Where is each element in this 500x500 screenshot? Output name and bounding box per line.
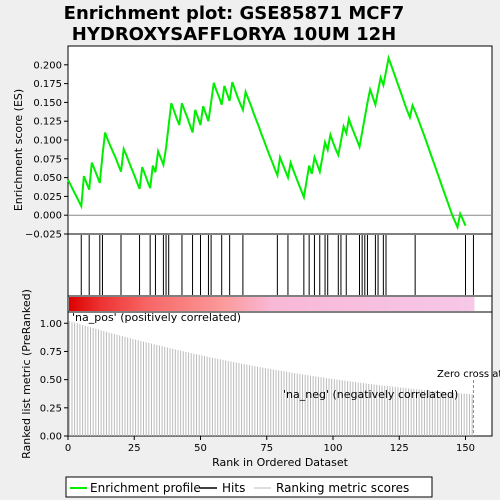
legend-ranking-metric-scores: Ranking metric scores: [276, 481, 409, 495]
legend-hits: Hits: [222, 481, 245, 495]
strip-gradient: [69, 297, 475, 311]
legend: Enrichment profile Hits Ranking metric s…: [65, 476, 433, 498]
metric-x-tick-label: 50: [194, 443, 207, 454]
metric-y-tick-label: 1.00: [40, 319, 62, 330]
es-y-axis-label: Enrichment score (ES): [12, 89, 25, 211]
es-y-tick-label: 0.150: [33, 98, 62, 109]
metric-y-tick-label: 0.75: [40, 347, 62, 358]
metric-x-tick-label: 125: [390, 443, 409, 454]
zero-cross-label: Zero cross at 153: [437, 369, 500, 380]
es-y-tick-label: 0.050: [33, 173, 62, 184]
chart-title-line1: Enrichment plot: GSE85871 MCF7: [64, 3, 405, 24]
es-y-tick-label: 0.175: [33, 79, 62, 90]
metric-y-axis: 0.00 0.25 0.50 0.75 1.00: [40, 319, 68, 443]
metric-bars: [68, 321, 473, 436]
metric-y-tick-label: 0.25: [40, 403, 62, 414]
hits-frame: [67, 233, 493, 297]
metric-plot-frame: [67, 311, 493, 437]
es-y-tick-label: 0.200: [33, 60, 62, 71]
es-y-tick-label: 0.100: [33, 136, 62, 147]
es-y-tick-label: −0.025: [25, 230, 62, 241]
metric-x-tick-label: 0: [65, 443, 71, 454]
es-y-tick-label: 0.125: [33, 117, 62, 128]
metric-y-axis-label: Ranked list metric (PreRanked): [20, 289, 33, 459]
es-y-tick-label: 0.000: [33, 211, 62, 222]
legend-frame: [65, 476, 433, 498]
ranking-color-strip: [67, 295, 493, 313]
es-profile-line: [67, 54, 467, 231]
ranked-metric-panel: 0.00 0.25 0.50 0.75 1.00 0 25 50 75 100 125 150 Ze…: [20, 289, 500, 469]
metric-x-tick-label: 75: [260, 443, 273, 454]
metric-x-axis: 0 25 50 75 100 125 150: [65, 436, 475, 454]
negative-correlation-label: 'na_neg' (negatively correlated): [283, 388, 458, 401]
enrichment-score-panel: −0.025 0.000 0.025 0.050 0.075 0.100 0.125 0.15…: [12, 45, 493, 241]
es-y-tick-label: 0.075: [33, 154, 62, 165]
hit-marks: [80, 235, 474, 295]
positive-correlation-label: 'na_pos' (positively correlated): [72, 311, 241, 324]
metric-x-tick-label: 150: [456, 443, 475, 454]
es-y-axis: −0.025 0.000 0.025 0.050 0.075 0.100 0.125 0.15…: [25, 60, 68, 241]
metric-y-tick-label: 0.50: [40, 375, 62, 386]
metric-y-tick-label: 0.00: [40, 432, 62, 443]
chart-title-line2: HYDROXYSAFFLORYA 10UM 12H: [72, 24, 396, 45]
metric-x-axis-label: Rank in Ordered Dataset: [212, 456, 349, 469]
metric-x-tick-label: 25: [128, 443, 141, 454]
hits-panel: [67, 233, 493, 297]
es-plot-frame: [67, 45, 493, 235]
legend-enrichment-profile: Enrichment profile: [90, 481, 201, 495]
es-y-tick-label: 0.025: [33, 192, 62, 203]
metric-x-tick-label: 100: [323, 443, 342, 454]
